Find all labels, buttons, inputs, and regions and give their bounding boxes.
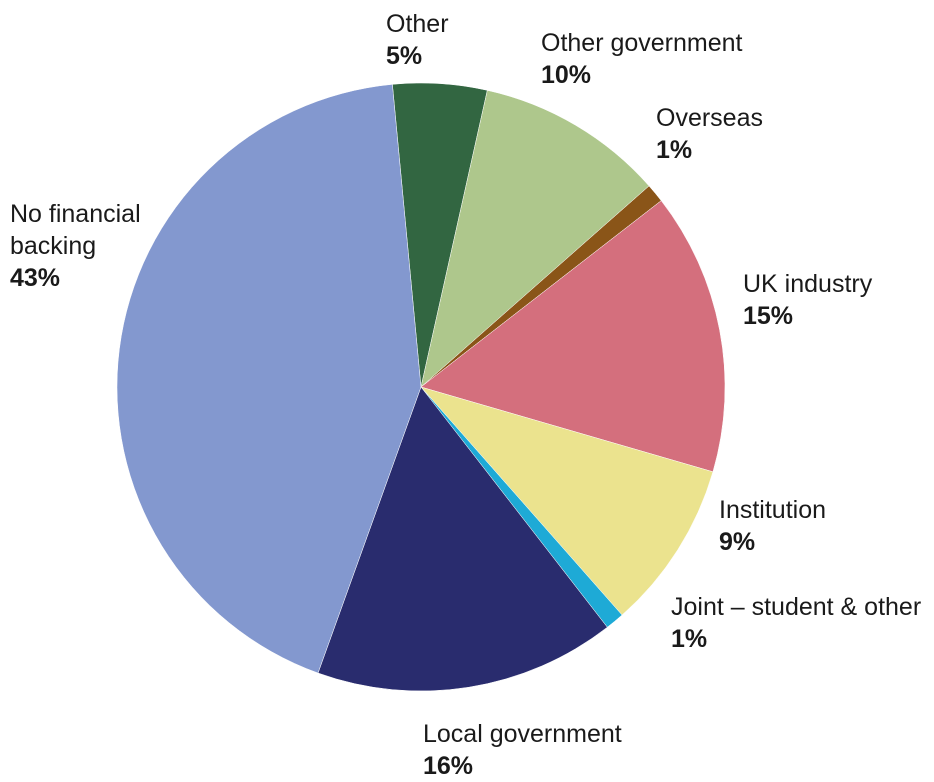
pie-slices [116, 82, 726, 692]
label-uk-industry-name: UK industry [743, 270, 873, 298]
label-institution-value: 9% [719, 528, 756, 556]
label-uk-industry-value: 15% [743, 302, 794, 330]
label-no-financial-backing-value: 43% [10, 264, 61, 292]
label-local-government-value: 16% [423, 752, 474, 780]
label-joint-student-other-value: 1% [671, 625, 708, 653]
label-institution-name: Institution [719, 496, 827, 524]
label-other-name: Other [386, 10, 449, 38]
label-overseas-name: Overseas [656, 104, 763, 132]
label-no-financial-backing: No financial backing 43% [10, 198, 141, 294]
label-other-government: Other government 10% [541, 27, 743, 91]
pie-slice-uk-industry [420, 200, 726, 473]
label-other-government-name: Other government [541, 29, 743, 57]
label-overseas: Overseas 1% [656, 102, 763, 166]
pie-slice-other-government [420, 90, 650, 388]
label-no-financial-backing-name: No financial backing [10, 200, 141, 260]
label-other: Other 5% [386, 8, 449, 72]
label-institution: Institution 9% [719, 494, 826, 558]
label-uk-industry: UK industry 15% [743, 268, 872, 332]
label-other-value: 5% [386, 42, 423, 70]
pie-slice-institution [420, 386, 714, 616]
label-joint-student-other: Joint – student & other 1% [671, 591, 921, 655]
label-local-government-name: Local government [423, 720, 622, 748]
label-local-government: Local government 16% [423, 718, 622, 782]
label-overseas-value: 1% [656, 136, 693, 164]
label-joint-student-other-name: Joint – student & other [671, 593, 922, 621]
pie-slice-local-government [317, 386, 608, 692]
pie-slice-no-financial-backing [116, 84, 422, 674]
label-other-government-value: 10% [541, 61, 592, 89]
